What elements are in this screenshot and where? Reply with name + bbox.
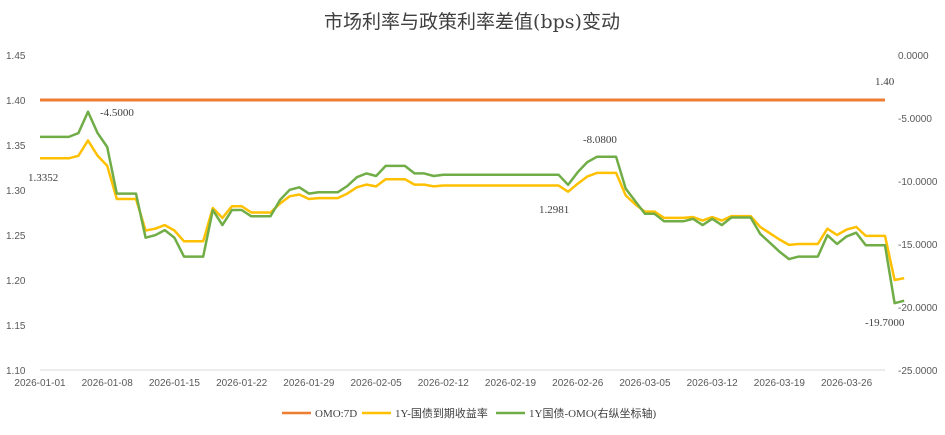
- x-tick-label: 2026-02-12: [418, 378, 470, 389]
- series-layer: [40, 98, 905, 305]
- left-tick-label: 1.10: [6, 366, 26, 377]
- right-tick-label: -15.0000: [898, 240, 938, 251]
- x-tick-label: 2026-03-05: [619, 378, 671, 389]
- annotation-spread-peak-jan: -4.5000: [100, 107, 134, 119]
- annotation-spread-last: -19.7000: [865, 317, 905, 329]
- x-tick-label: 2026-03-19: [754, 378, 806, 389]
- annotation-yield-mid: 1.2981: [539, 204, 569, 216]
- annotation-spread-peak-feb: -8.0800: [583, 134, 617, 146]
- x-tick-label: 2026-01-15: [149, 378, 201, 389]
- legend: OMO:7D 1Y-国债到期收益率 1Y国债-OMO(右纵坐标轴): [282, 406, 656, 420]
- x-tick-label: 2026-01-08: [82, 378, 134, 389]
- left-tick-label: 1.40: [6, 96, 26, 107]
- series-line-yield: [40, 139, 905, 282]
- annotation-omo-last: 1.40: [875, 76, 895, 88]
- left-tick-label: 1.30: [6, 186, 26, 197]
- x-tick-label: 2026-01-22: [216, 378, 268, 389]
- right-tick-label: -25.0000: [898, 366, 938, 377]
- legend-item-yield[interactable]: 1Y-国债到期收益率: [362, 406, 488, 420]
- x-tick-label: 2026-03-12: [687, 378, 739, 389]
- x-tick-label: 2026-01-01: [14, 378, 66, 389]
- left-tick-label: 1.15: [6, 321, 26, 332]
- legend-item-omo[interactable]: OMO:7D: [282, 408, 357, 420]
- x-tick-label: 2026-02-26: [552, 378, 604, 389]
- x-tick-label: 2026-02-19: [485, 378, 537, 389]
- left-tick-label: 1.45: [6, 51, 26, 62]
- right-tick-label: -5.0000: [898, 114, 932, 125]
- x-tick-label: 2026-03-26: [821, 378, 873, 389]
- x-axis-ticks: 2026-01-01 2026-01-08 2026-01-15 2026-01-22…: [14, 378, 872, 389]
- annotation-yield-first: 1.3352: [28, 172, 58, 184]
- left-axis-ticks: 1.10 1.15 1.20 1.25 1.30 1.35 1.40 1.45: [6, 51, 26, 377]
- left-tick-label: 1.20: [6, 276, 26, 287]
- legend-label-omo: OMO:7D: [315, 408, 357, 420]
- legend-item-spread[interactable]: 1Y国债-OMO(右纵坐标轴): [496, 406, 656, 420]
- series-line-spread: [40, 110, 905, 305]
- right-axis-ticks: 0.0000 -5.0000 -10.0000 -15.0000 -20.0000 -25…: [898, 51, 938, 377]
- right-tick-label: -10.0000: [898, 177, 938, 188]
- chart-title: 市场利率与政策利率差值(bps)变动: [324, 11, 620, 33]
- legend-label-yield: 1Y-国债到期收益率: [395, 406, 488, 420]
- right-tick-label: -20.0000: [898, 303, 938, 314]
- left-tick-label: 1.25: [6, 231, 26, 242]
- left-tick-label: 1.35: [6, 141, 26, 152]
- data-annotations: 1.40 1.3352 1.2981 -4.5000 -8.0800 -19.7…: [28, 76, 905, 329]
- x-tick-label: 2026-01-29: [283, 378, 335, 389]
- legend-label-spread: 1Y国债-OMO(右纵坐标轴): [529, 406, 656, 420]
- right-tick-label: 0.0000: [898, 51, 929, 62]
- x-tick-label: 2026-02-05: [351, 378, 403, 389]
